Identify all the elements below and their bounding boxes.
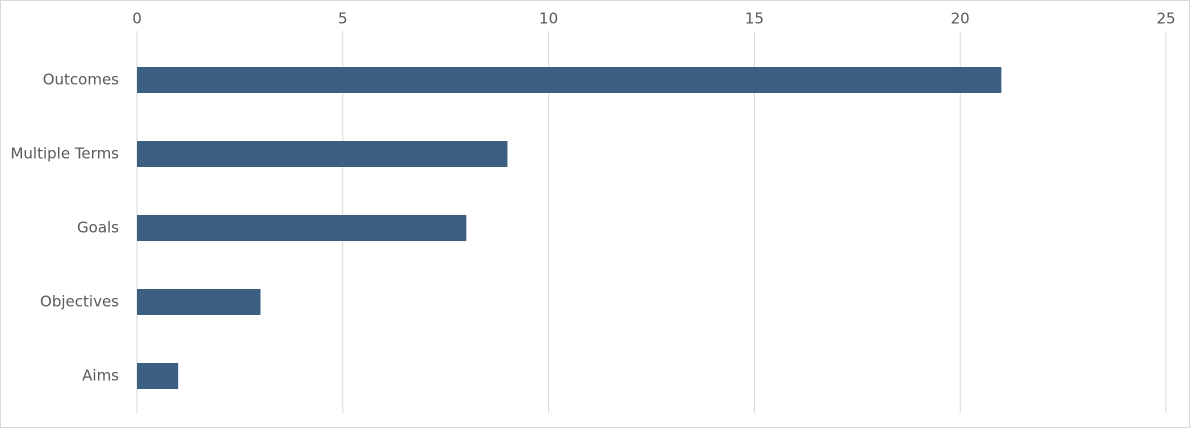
- x-tick-label: 5: [338, 10, 348, 28]
- y-tick-label: Objectives: [40, 293, 119, 311]
- bar: [137, 289, 261, 315]
- y-tick-label: Multiple Terms: [10, 145, 119, 163]
- y-tick-label: Outcomes: [43, 71, 119, 89]
- x-tick-label: 20: [951, 10, 970, 28]
- x-tick-label: 25: [1156, 10, 1175, 28]
- y-tick-label: Aims: [82, 367, 119, 385]
- bar: [137, 67, 1002, 93]
- bar: [137, 363, 179, 389]
- x-tick-label: 10: [539, 10, 558, 28]
- x-tick-label: 0: [132, 10, 142, 28]
- bar: [137, 215, 467, 241]
- y-tick-label: Goals: [77, 219, 119, 237]
- bar: [137, 141, 508, 167]
- x-tick-label: 15: [745, 10, 764, 28]
